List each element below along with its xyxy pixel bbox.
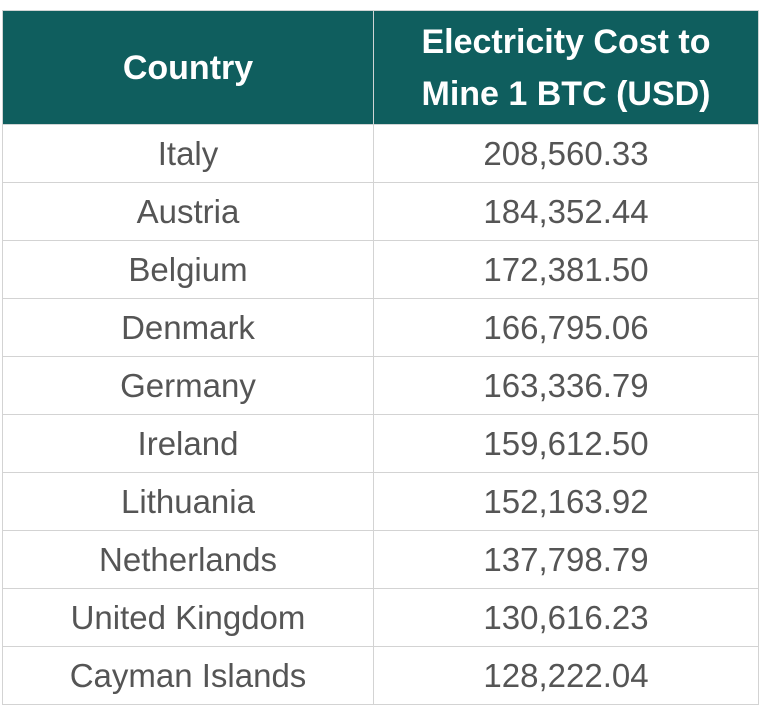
cell-country: United Kingdom <box>2 588 374 647</box>
cell-electricity-cost: 163,336.79 <box>373 356 759 415</box>
table-row: Netherlands 137,798.79 <box>2 530 759 589</box>
header-country: Country <box>2 10 374 125</box>
cell-country: Belgium <box>2 240 374 299</box>
cell-country: Ireland <box>2 414 374 473</box>
table-row: Cayman Islands 128,222.04 <box>2 646 759 705</box>
cell-country: Lithuania <box>2 472 374 531</box>
cell-country: Cayman Islands <box>2 646 374 705</box>
cell-country: Netherlands <box>2 530 374 589</box>
table-row: United Kingdom 130,616.23 <box>2 588 759 647</box>
table-header: Country Electricity Cost to Mine 1 BTC (… <box>2 10 759 125</box>
data-table-container: Country Electricity Cost to Mine 1 BTC (… <box>2 10 759 705</box>
table-row: Ireland 159,612.50 <box>2 414 759 473</box>
cell-electricity-cost: 208,560.33 <box>373 124 759 183</box>
table-row: Belgium 172,381.50 <box>2 240 759 299</box>
cell-country: Austria <box>2 182 374 241</box>
table-row: Lithuania 152,163.92 <box>2 472 759 531</box>
table-body: Italy 208,560.33 Austria 184,352.44 Belgium 1… <box>2 124 759 705</box>
table-row: Denmark 166,795.06 <box>2 298 759 357</box>
cell-electricity-cost: 159,612.50 <box>373 414 759 473</box>
header-electricity-cost: Electricity Cost to Mine 1 BTC (USD) <box>373 10 759 125</box>
cell-electricity-cost: 166,795.06 <box>373 298 759 357</box>
cell-country: Denmark <box>2 298 374 357</box>
header-row: Country Electricity Cost to Mine 1 BTC (… <box>2 10 759 125</box>
cell-electricity-cost: 172,381.50 <box>373 240 759 299</box>
cell-electricity-cost: 130,616.23 <box>373 588 759 647</box>
table-row: Austria 184,352.44 <box>2 182 759 241</box>
table-row: Italy 208,560.33 <box>2 124 759 183</box>
cell-electricity-cost: 137,798.79 <box>373 530 759 589</box>
cell-country: Italy <box>2 124 374 183</box>
cell-electricity-cost: 184,352.44 <box>373 182 759 241</box>
cell-country: Germany <box>2 356 374 415</box>
data-table: Country Electricity Cost to Mine 1 BTC (… <box>2 10 759 705</box>
cell-electricity-cost: 152,163.92 <box>373 472 759 531</box>
cell-electricity-cost: 128,222.04 <box>373 646 759 705</box>
table-row: Germany 163,336.79 <box>2 356 759 415</box>
